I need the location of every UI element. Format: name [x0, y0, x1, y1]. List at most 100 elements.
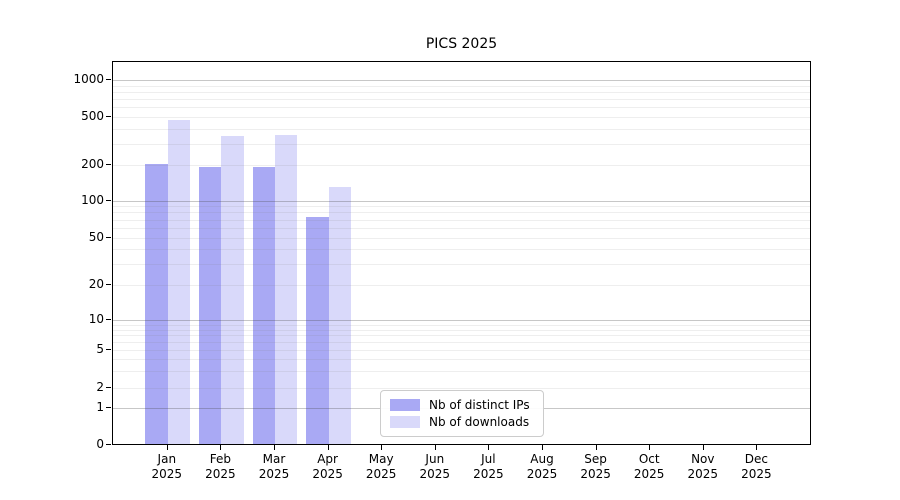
bar-nb-of-downloads: [221, 136, 244, 444]
x-tick-label: Jul 2025: [458, 452, 518, 482]
y-tick-label: 200: [81, 157, 104, 171]
gridline-minor: [113, 107, 810, 109]
gridline-minor: [113, 359, 810, 361]
x-tick-year: 2025: [205, 467, 236, 481]
y-tick-label: 0: [96, 437, 104, 451]
y-tick-mark: [106, 349, 111, 350]
gridline-minor: [113, 371, 810, 373]
y-tick-label: 500: [81, 109, 104, 123]
y-tick-mark: [106, 116, 111, 117]
gridline-minor: [113, 99, 810, 101]
legend-label-downloads: Nb of downloads: [429, 415, 530, 429]
x-tick-year: 2025: [151, 467, 183, 481]
gridline-minor: [113, 342, 810, 344]
x-tick-year: 2025: [580, 467, 611, 481]
x-tick-label: Apr 2025: [298, 452, 358, 482]
legend-item-distinct-ips: Nb of distinct IPs: [390, 397, 534, 413]
y-tick-mark: [106, 236, 111, 238]
x-tick-year: 2025: [526, 467, 558, 481]
x-tick-month: Jan: [157, 452, 177, 466]
x-tick-label: May 2025: [351, 452, 411, 482]
x-tick-year: 2025: [473, 467, 504, 481]
gridline-minor: [113, 212, 810, 214]
gridline-minor: [113, 285, 810, 286]
x-tick-year: 2025: [687, 467, 719, 481]
bar-nb-of-downloads: [167, 120, 191, 444]
x-tick-label: Dec 2025: [726, 452, 786, 482]
x-tick-label: Sep 2025: [566, 452, 626, 482]
x-tick-label: Aug 2025: [512, 452, 572, 482]
y-tick-mark: [106, 444, 111, 445]
x-tick-mark: [166, 445, 168, 450]
y-tick-mark: [106, 199, 111, 201]
x-tick-month: Sep: [584, 452, 607, 466]
bar-nb-of-distinct-ips: [306, 217, 329, 444]
legend-item-downloads: Nb of downloads: [390, 414, 534, 430]
x-tick-year: 2025: [258, 467, 290, 481]
gridline-minor: [113, 329, 810, 331]
legend-swatch-downloads: [390, 416, 420, 428]
x-tick-year: 2025: [419, 467, 451, 481]
gridline-minor: [113, 85, 810, 87]
x-tick-year: 2025: [312, 467, 343, 481]
gridline-minor: [113, 335, 810, 337]
chart-title: PICS 2025: [425, 36, 498, 52]
x-tick-mark: [595, 445, 597, 450]
y-tick-label: 1000: [73, 72, 104, 86]
x-tick-month: Apr: [317, 452, 338, 466]
y-tick-mark: [106, 319, 111, 320]
x-tick-mark: [756, 445, 758, 450]
x-tick-mark: [274, 445, 275, 450]
gridline-major: [113, 80, 810, 81]
gridline-minor: [113, 388, 810, 389]
x-tick-month: Jun: [425, 452, 445, 466]
y-tick-mark: [106, 79, 111, 80]
y-tick-label: 100: [81, 192, 104, 207]
legend-swatch-distinct-ips: [390, 399, 420, 411]
gridline-minor: [113, 206, 810, 208]
y-tick-mark: [106, 164, 111, 165]
bar-nb-of-downloads: [275, 135, 298, 444]
x-tick-year: 2025: [633, 467, 665, 481]
gridline-minor: [113, 165, 810, 166]
y-tick-mark: [106, 387, 111, 388]
y-tick-mark: [106, 406, 111, 408]
gridline-minor: [113, 117, 810, 118]
bar-nb-of-distinct-ips: [145, 164, 168, 444]
bar-nb-of-distinct-ips: [199, 166, 222, 444]
x-tick-year: 2025: [365, 467, 397, 481]
y-tick-label: 10: [88, 312, 104, 326]
x-tick-month: Feb: [209, 452, 232, 466]
x-tick-mark: [702, 445, 704, 450]
bar-nb-of-distinct-ips: [252, 166, 275, 444]
x-tick-mark: [649, 445, 651, 450]
gridline-minor: [113, 263, 810, 265]
gridline-minor: [113, 128, 810, 130]
y-tick-label: 1: [96, 399, 104, 414]
x-tick-mark: [327, 445, 329, 450]
x-tick-month: Mar: [262, 452, 286, 466]
y-tick-label: 20: [88, 277, 104, 291]
x-tick-month: Aug: [530, 452, 554, 466]
x-tick-month: May: [368, 452, 394, 466]
x-tick-mark: [542, 445, 543, 450]
gridline-major: [113, 320, 810, 321]
bar-nb-of-downloads: [328, 186, 351, 444]
x-tick-month: Dec: [744, 452, 768, 466]
x-tick-label: Feb 2025: [190, 452, 250, 482]
x-tick-month: Nov: [691, 452, 715, 466]
y-tick-label: 50: [88, 229, 104, 244]
legend: Nb of distinct IPs Nb of downloads: [380, 390, 544, 437]
x-tick-mark: [434, 445, 436, 450]
x-tick-month: Jul: [481, 452, 496, 466]
gridline-minor: [113, 91, 810, 93]
y-tick-label: 2: [96, 380, 104, 394]
x-tick-month: Oct: [638, 452, 660, 466]
x-tick-mark: [220, 445, 222, 450]
gridline-minor: [113, 350, 810, 351]
x-tick-label: Jun 2025: [405, 452, 465, 482]
gridline-major: [113, 200, 810, 202]
x-tick-label: Jan 2025: [137, 452, 197, 482]
x-tick-mark: [488, 445, 490, 450]
